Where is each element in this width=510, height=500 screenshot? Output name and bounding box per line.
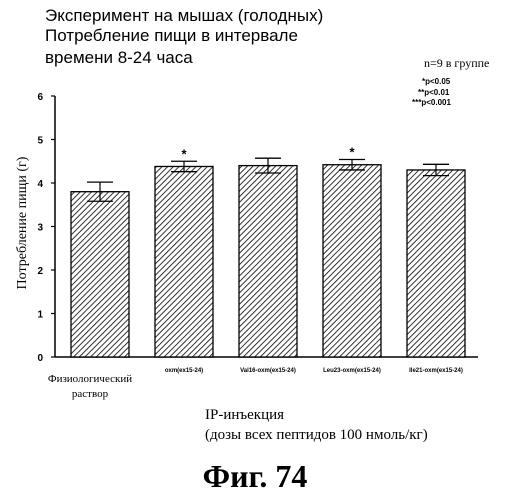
category-label: Val16-oxm(ex15-24) (240, 368, 296, 374)
y-tick-label: 1 (37, 310, 43, 321)
category-label: Физиологический (48, 373, 132, 385)
bar (71, 192, 129, 357)
bar (155, 166, 213, 357)
bar (407, 170, 465, 357)
y-tick-label: 3 (37, 223, 43, 234)
significance-mark: * (181, 146, 187, 161)
y-tick-label: 0 (37, 353, 43, 364)
x-axis-label-dose: (дозы всех пептидов 100 нмоль/кг) (205, 425, 428, 445)
bar (239, 166, 297, 357)
bar (323, 165, 381, 357)
y-tick-label: 2 (37, 266, 43, 277)
significance-mark: * (349, 145, 355, 160)
category-label: oxm(ex15-24) (165, 368, 203, 374)
category-label: Ile21-oxm(ex15-24) (409, 368, 463, 374)
y-tick-label: 6 (37, 92, 43, 103)
y-tick-label: 5 (37, 136, 43, 147)
category-label: Leu23-oxm(ex15-24) (323, 368, 381, 374)
x-axis-label: IP-инъекция (205, 405, 284, 425)
category-label-line-2: раствор (72, 388, 109, 400)
figure-number: Фиг. 74 (0, 458, 510, 494)
y-tick-label: 4 (37, 179, 43, 190)
